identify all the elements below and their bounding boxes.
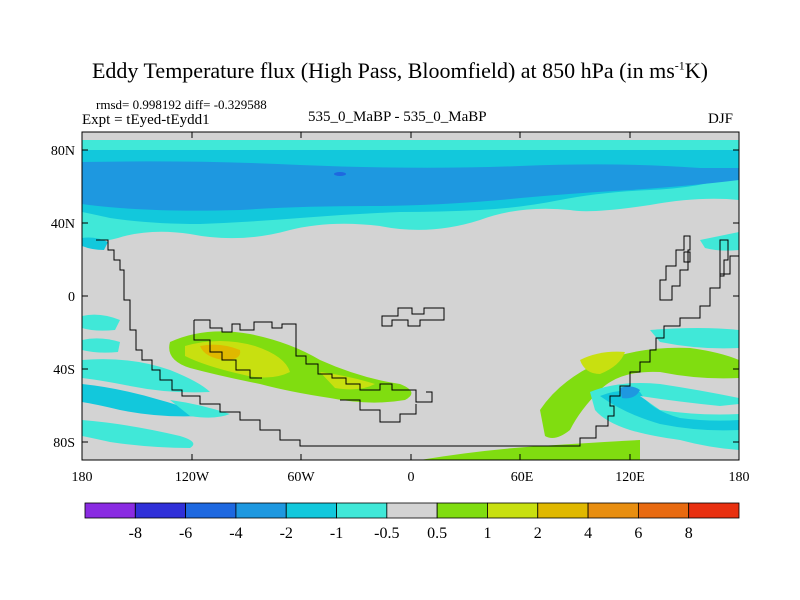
- lon-label: 60W: [287, 470, 315, 485]
- lat-label: 80S: [53, 436, 75, 451]
- lon-label: 120E: [615, 470, 645, 485]
- map-title: Eddy Temperature flux (High Pass, Bloomf…: [91, 58, 708, 83]
- colorbar-swatch: [487, 502, 539, 519]
- flux-patch: [82, 314, 120, 331]
- lat-label: 80N: [51, 144, 75, 159]
- flux-patch: [170, 400, 230, 418]
- colorbar-label: -6: [179, 525, 192, 542]
- colorbar-swatch: [235, 502, 287, 519]
- lon-label: 60E: [511, 470, 534, 485]
- flux-patch: [82, 237, 108, 250]
- colorbar-label: 1: [483, 525, 491, 542]
- lon-label: 0: [408, 470, 415, 485]
- map-plot: [82, 132, 739, 460]
- colorbar-swatch: [84, 502, 136, 519]
- colorbar-label: -0.5: [374, 525, 399, 542]
- colorbar-label: -4: [229, 525, 242, 542]
- lat-label: 40N: [51, 217, 75, 232]
- colorbar-swatch: [134, 502, 187, 519]
- colorbar-swatch: [637, 502, 690, 519]
- flux-band-south-polar: [420, 440, 640, 460]
- flux-feature-yellow: [320, 372, 375, 390]
- colorbar-swatch: [386, 502, 438, 519]
- flux-feature-australia-strong: [620, 386, 640, 399]
- experiment-label: Expt = tEyed-tEydd1: [82, 112, 210, 128]
- coastlines: [96, 235, 739, 447]
- longitude-axis: 180 120W 60W 0 60E 120E 180: [72, 132, 750, 485]
- flux-minimum-spot: [334, 172, 346, 176]
- runs-label: 535_0_MaBP - 535_0_MaBP: [308, 109, 487, 125]
- colorbar-swatch: [537, 502, 589, 519]
- colorbar-label: -1: [330, 525, 343, 542]
- colorbar-label: -2: [280, 525, 293, 542]
- colorbar-label: 2: [534, 525, 542, 542]
- flux-patch: [82, 338, 120, 353]
- colorbar-label: 6: [634, 525, 642, 542]
- lat-label: 40S: [53, 363, 75, 378]
- flux-patch: [650, 328, 739, 349]
- colorbar-swatch: [185, 502, 237, 519]
- colorbar-swatch: [336, 502, 388, 519]
- flux-patch: [82, 420, 194, 448]
- lon-label: 180: [729, 470, 750, 485]
- flux-feature-australia-south-core: [600, 390, 739, 431]
- flux-patch: [82, 384, 200, 417]
- colorbar-label: 8: [685, 525, 693, 542]
- flux-feature-yellow: [580, 351, 625, 374]
- colorbar-label: -8: [129, 525, 142, 542]
- colorbar-swatch: [688, 502, 740, 519]
- colorbar-swatch: [285, 502, 337, 519]
- season-label: DJF: [708, 111, 734, 127]
- colorbar: -8 -6 -4 -2 -1 -0.5 0.5 1 2 4 6 8: [84, 502, 740, 542]
- latitude-axis: 80N 40N 0 40S 80S: [51, 144, 739, 451]
- colorbar-label: 4: [584, 525, 592, 542]
- colorbar-swatch: [436, 502, 488, 519]
- flux-band-north-strong: [82, 161, 739, 211]
- lat-label: 0: [68, 290, 75, 305]
- lon-label: 180: [72, 470, 93, 485]
- rmsd-diff-stats: rmsd= 0.998192 diff= -0.329588: [96, 97, 267, 112]
- flux-gap: [640, 396, 739, 415]
- lon-label: 120W: [175, 470, 210, 485]
- colorbar-swatch: [587, 502, 639, 519]
- colorbar-label: 0.5: [427, 525, 447, 542]
- flux-patch: [82, 359, 210, 393]
